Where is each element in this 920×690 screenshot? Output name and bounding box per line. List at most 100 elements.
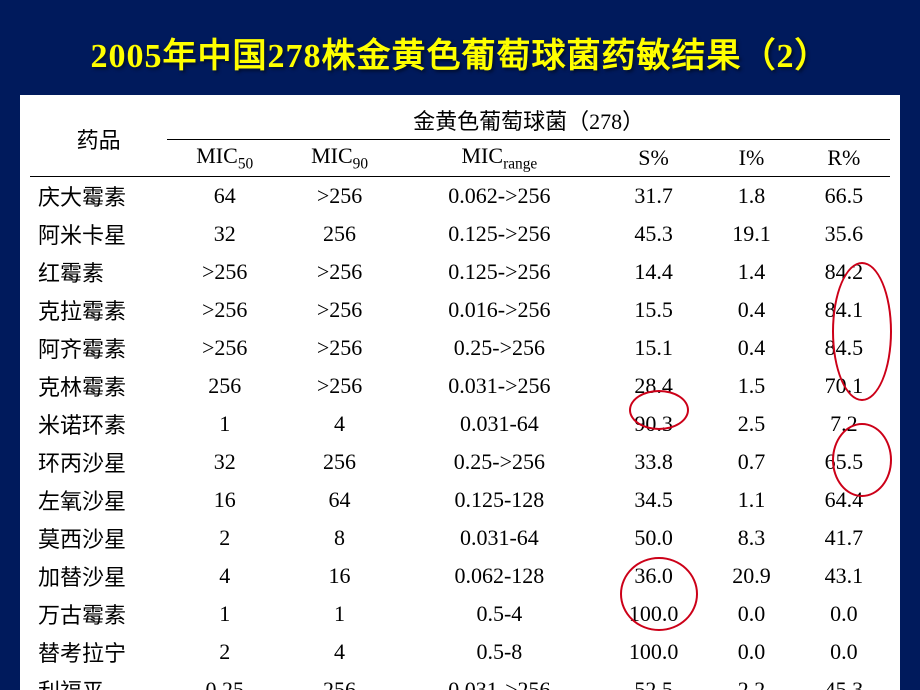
- cell-mic90: 256: [282, 671, 397, 690]
- col-group-header: 金黄色葡萄球菌（278）: [167, 101, 890, 140]
- cell-drug: 米诺环素: [30, 405, 167, 443]
- cell-range: 0.125->256: [397, 253, 602, 291]
- cell-s: 33.8: [602, 443, 706, 481]
- cell-drug: 加替沙星: [30, 557, 167, 595]
- cell-range: 0.031-64: [397, 405, 602, 443]
- cell-mic50: 64: [167, 177, 282, 216]
- cell-drug: 环丙沙星: [30, 443, 167, 481]
- cell-mic50: >256: [167, 329, 282, 367]
- table-row: 阿齐霉素>256>2560.25->25615.10.484.5: [30, 329, 890, 367]
- cell-s: 15.5: [602, 291, 706, 329]
- table-row: 加替沙星4160.062-12836.020.943.1: [30, 557, 890, 595]
- table-row: 万古霉素110.5-4100.00.00.0: [30, 595, 890, 633]
- mic50-sub: 50: [238, 155, 253, 172]
- cell-mic50: 1: [167, 405, 282, 443]
- cell-mic50: 32: [167, 443, 282, 481]
- cell-mic90: >256: [282, 291, 397, 329]
- cell-i: 0.7: [705, 443, 797, 481]
- cell-i: 8.3: [705, 519, 797, 557]
- cell-s: 52.5: [602, 671, 706, 690]
- slide: 2005年中国278株金黄色葡萄球菌药敏结果（2） 药品 金黄色葡萄球菌（278…: [0, 0, 920, 690]
- cell-s: 45.3: [602, 215, 706, 253]
- cell-mic90: 256: [282, 215, 397, 253]
- table-row: 克拉霉素>256>2560.016->25615.50.484.1: [30, 291, 890, 329]
- cell-mic90: >256: [282, 177, 397, 216]
- col-mic50-header: MIC50: [167, 140, 282, 177]
- col-s-header: S%: [602, 140, 706, 177]
- cell-mic90: >256: [282, 329, 397, 367]
- cell-drug: 阿齐霉素: [30, 329, 167, 367]
- cell-i: 1.4: [705, 253, 797, 291]
- table-row: 米诺环素140.031-6490.32.57.2: [30, 405, 890, 443]
- cell-r: 70.1: [798, 367, 890, 405]
- table-row: 红霉素>256>2560.125->25614.41.484.2: [30, 253, 890, 291]
- cell-mic50: 16: [167, 481, 282, 519]
- cell-mic90: 4: [282, 633, 397, 671]
- cell-i: 0.4: [705, 291, 797, 329]
- cell-mic90: 256: [282, 443, 397, 481]
- cell-drug: 利福平: [30, 671, 167, 690]
- cell-s: 31.7: [602, 177, 706, 216]
- cell-r: 84.1: [798, 291, 890, 329]
- cell-i: 0.0: [705, 595, 797, 633]
- cell-i: 2.5: [705, 405, 797, 443]
- cell-range: 0.5-4: [397, 595, 602, 633]
- cell-mic50: 1: [167, 595, 282, 633]
- header-row-1: 药品 金黄色葡萄球菌（278）: [30, 101, 890, 140]
- cell-range: 0.125-128: [397, 481, 602, 519]
- cell-i: 0.0: [705, 633, 797, 671]
- cell-mic90: 1: [282, 595, 397, 633]
- cell-i: 19.1: [705, 215, 797, 253]
- col-i-header: I%: [705, 140, 797, 177]
- table-head: 药品 金黄色葡萄球菌（278） MIC50 MIC90 MICrange S% …: [30, 101, 890, 177]
- cell-i: 0.4: [705, 329, 797, 367]
- cell-r: 7.2: [798, 405, 890, 443]
- cell-mic50: >256: [167, 253, 282, 291]
- cell-mic90: >256: [282, 253, 397, 291]
- cell-s: 34.5: [602, 481, 706, 519]
- cell-mic50: 2: [167, 519, 282, 557]
- cell-mic50: 32: [167, 215, 282, 253]
- cell-s: 50.0: [602, 519, 706, 557]
- cell-r: 64.4: [798, 481, 890, 519]
- cell-drug: 左氧沙星: [30, 481, 167, 519]
- cell-mic50: 0.25: [167, 671, 282, 690]
- cell-mic90: 8: [282, 519, 397, 557]
- cell-i: 2.2: [705, 671, 797, 690]
- micrange-label: MIC: [462, 143, 504, 168]
- cell-mic50: 256: [167, 367, 282, 405]
- mic90-label: MIC: [311, 143, 353, 168]
- cell-range: 0.016->256: [397, 291, 602, 329]
- cell-r: 43.1: [798, 557, 890, 595]
- cell-i: 1.8: [705, 177, 797, 216]
- cell-mic90: 4: [282, 405, 397, 443]
- cell-drug: 阿米卡星: [30, 215, 167, 253]
- micrange-sub: range: [503, 155, 537, 172]
- cell-r: 0.0: [798, 633, 890, 671]
- cell-r: 0.0: [798, 595, 890, 633]
- cell-i: 1.1: [705, 481, 797, 519]
- cell-s: 100.0: [602, 633, 706, 671]
- cell-range: 0.031-64: [397, 519, 602, 557]
- cell-r: 66.5: [798, 177, 890, 216]
- cell-drug: 庆大霉素: [30, 177, 167, 216]
- cell-drug: 替考拉宁: [30, 633, 167, 671]
- cell-s: 100.0: [602, 595, 706, 633]
- cell-r: 41.7: [798, 519, 890, 557]
- table-body: 庆大霉素64>2560.062->25631.71.866.5阿米卡星32256…: [30, 177, 890, 690]
- cell-range: 0.031->256: [397, 671, 602, 690]
- col-r-header: R%: [798, 140, 890, 177]
- table-row: 克林霉素256>2560.031->25628.41.570.1: [30, 367, 890, 405]
- cell-s: 28.4: [602, 367, 706, 405]
- cell-range: 0.5-8: [397, 633, 602, 671]
- cell-r: 84.2: [798, 253, 890, 291]
- cell-i: 1.5: [705, 367, 797, 405]
- susceptibility-table: 药品 金黄色葡萄球菌（278） MIC50 MIC90 MICrange S% …: [30, 101, 890, 690]
- table-row: 利福平0.252560.031->25652.52.245.3: [30, 671, 890, 690]
- cell-drug: 红霉素: [30, 253, 167, 291]
- cell-range: 0.25->256: [397, 329, 602, 367]
- cell-mic50: 2: [167, 633, 282, 671]
- cell-r: 65.5: [798, 443, 890, 481]
- mic50-label: MIC: [196, 143, 238, 168]
- slide-title: 2005年中国278株金黄色葡萄球菌药敏结果（2）: [0, 0, 920, 95]
